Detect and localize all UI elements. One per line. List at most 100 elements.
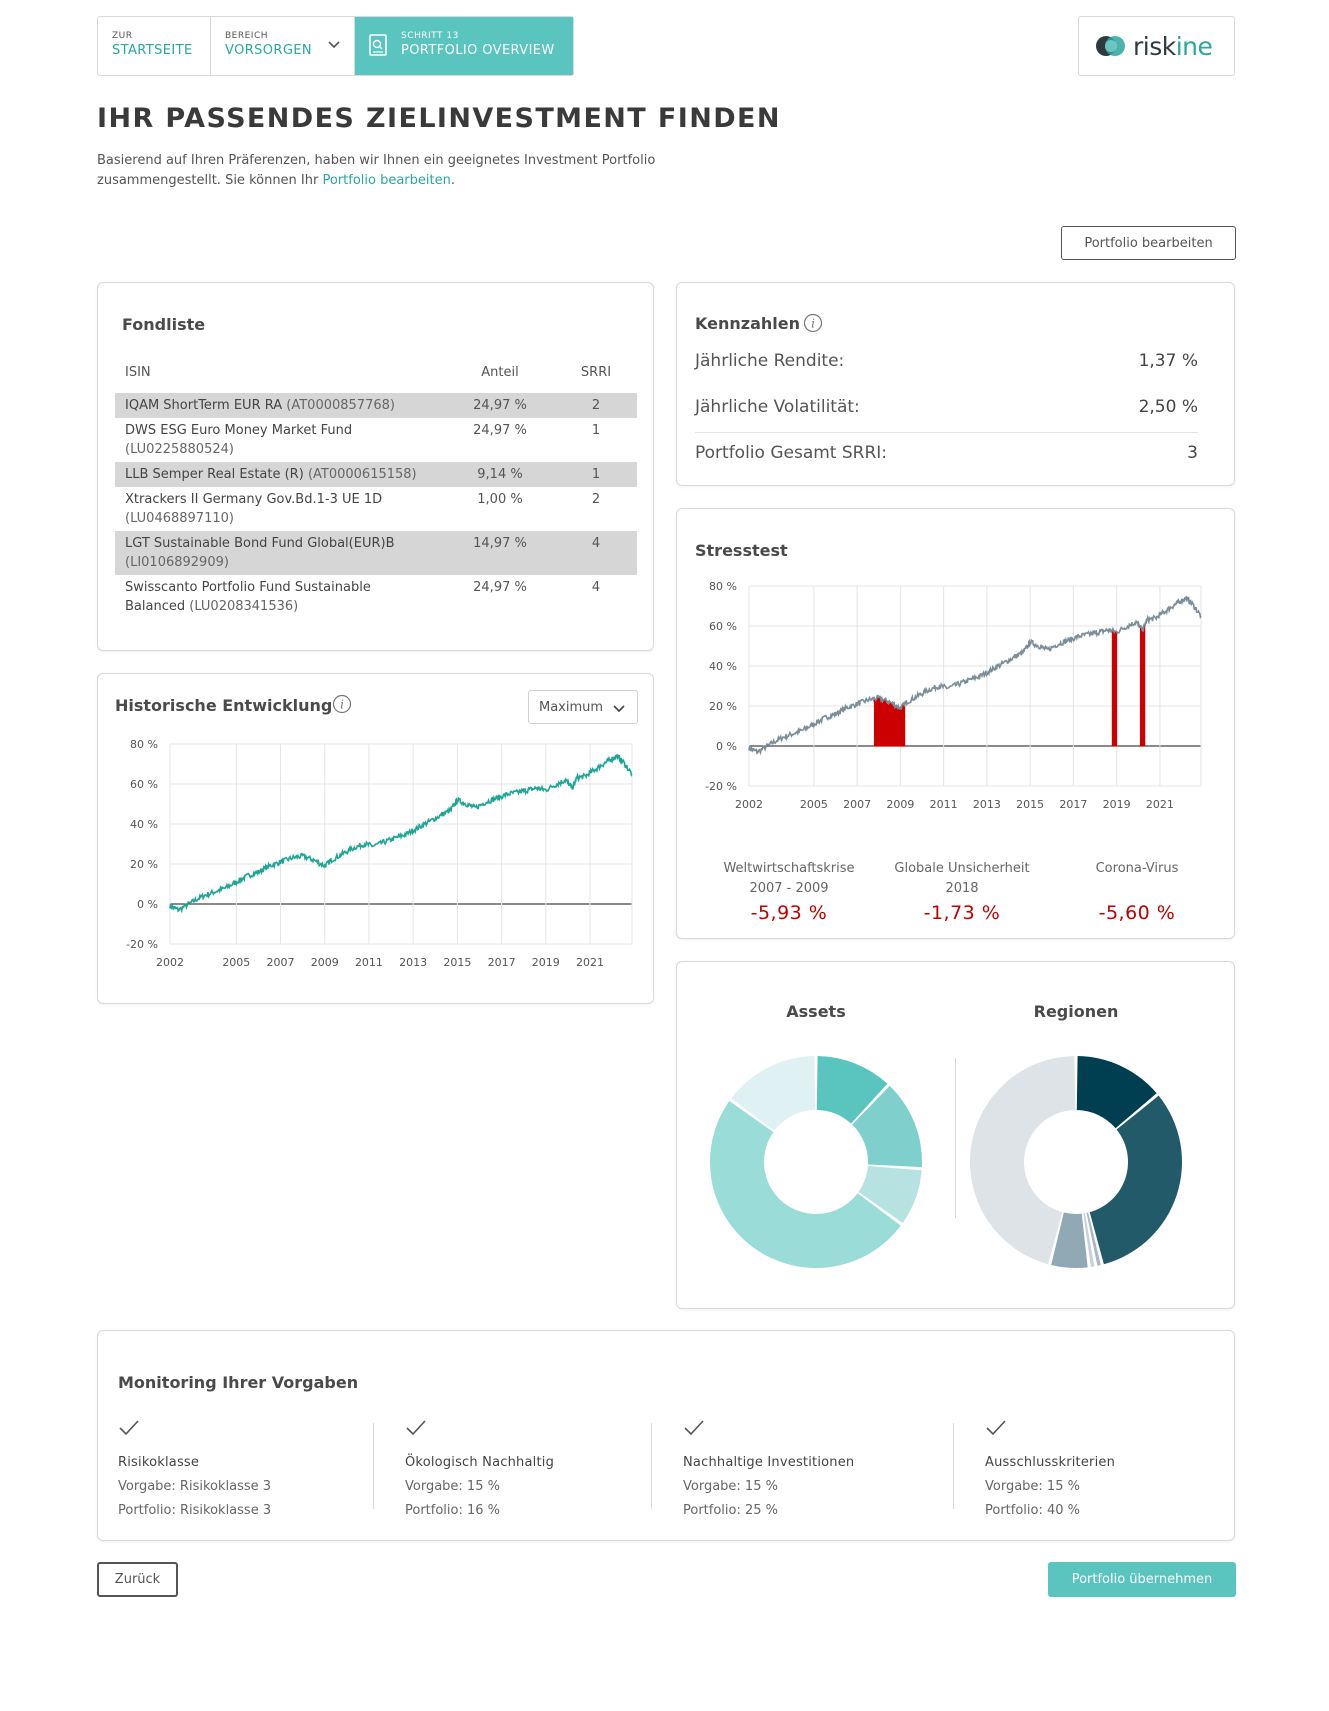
checkmark-icon: [986, 1420, 1006, 1436]
nav-home-small: ZUR: [112, 31, 133, 41]
history-card: Historische Entwicklung i Maximum 80 % 60…: [97, 673, 654, 1004]
fund-share: 9,14 %: [445, 462, 555, 487]
x-tick-label: 2019: [532, 956, 560, 969]
key-figure-volatility: Jährliche Volatilität: 2,50 %: [695, 397, 1198, 417]
nav-step-small: SCHRITT 13: [401, 31, 459, 41]
nav-step-label: PORTFOLIO OVERVIEW: [401, 43, 555, 58]
fund-row: LGT Sustainable Bond Fund Global(EUR)B (L…: [115, 531, 637, 575]
x-tick-label: 2009: [311, 956, 339, 969]
scenario-period: 2007 - 2009: [749, 881, 829, 896]
nav-step[interactable]: SCHRITT 13 PORTFOLIO OVERVIEW: [355, 17, 573, 75]
x-tick-label: 2015: [1016, 798, 1044, 811]
scenario-value: -5,60 %: [1098, 902, 1176, 924]
stress-period-area: [1139, 623, 1146, 747]
x-tick-label: 2011: [930, 798, 958, 811]
divider: [953, 1423, 954, 1509]
assets-title: Assets: [786, 1002, 846, 1021]
key-figure-srri: Portfolio Gesamt SRRI: 3: [695, 443, 1198, 463]
fund-row: LLB Semper Real Estate (R) (AT0000615158…: [115, 462, 637, 487]
logo-text-suffix: ine: [1175, 31, 1213, 61]
scenario-name: Corona-Virus: [1095, 861, 1179, 876]
nav-area-small: BEREICH: [225, 31, 269, 41]
scenario-label: Corona-Virus: [1052, 859, 1222, 879]
info-icon[interactable]: i: [332, 694, 352, 714]
x-tick-label: 2021: [576, 956, 604, 969]
accept-portfolio-button[interactable]: Portfolio übernehmen: [1048, 1562, 1236, 1597]
key-figure-label: Portfolio Gesamt SRRI:: [695, 443, 888, 463]
allocation-card: Assets Regionen: [676, 961, 1235, 1309]
y-tick-label: 40 %: [709, 660, 737, 673]
monitoring-title: Monitoring Ihrer Vorgaben: [118, 1373, 359, 1392]
x-tick-label: 2007: [267, 956, 295, 969]
back-button[interactable]: Zurück: [97, 1562, 178, 1597]
fund-name: DWS ESG Euro Money Market Fund: [125, 423, 353, 438]
x-tick-label: 2019: [1103, 798, 1131, 811]
donut-slice: [852, 1085, 922, 1168]
riskine-logo[interactable]: riskine: [1078, 16, 1235, 76]
regions-donut-chart: [970, 1056, 1182, 1268]
donut-slice: [1051, 1212, 1088, 1268]
fund-list-title: Fondliste: [122, 315, 206, 334]
scenario-label: Weltwirtschaftskrise 2007 - 2009: [704, 859, 874, 899]
nav-area[interactable]: BEREICH VORSORGEN: [211, 17, 355, 75]
intro-text: Basierend auf Ihren Präferenzen, haben w…: [97, 151, 677, 191]
info-icon[interactable]: i: [803, 313, 823, 333]
page-title: IHR PASSENDES ZIELINVESTMENT FINDEN: [97, 103, 781, 134]
y-tick-label: 20 %: [709, 700, 737, 713]
history-chart: 80 % 60 % 40 % 20 % 0 % -20 % 2002 2005 2007 2009…: [126, 738, 633, 969]
nav-home[interactable]: ZUR STARTSEITE: [98, 17, 211, 75]
fund-name-cell: LGT Sustainable Bond Fund Global(EUR)B (L…: [115, 531, 445, 575]
monitoring-actual: Portfolio: 16 %: [405, 1503, 501, 1518]
monitoring-item: Ausschlusskriterien Vorgabe: 15 % Portfo…: [985, 1419, 1245, 1518]
fund-srri: 1: [591, 423, 601, 438]
fund-isin: (LU0225880524): [125, 442, 234, 457]
period-dropdown[interactable]: Maximum: [528, 690, 638, 724]
history-title: Historische Entwicklung: [115, 696, 333, 715]
stress-test-chart: 80 % 60 % 40 % 20 % 0 % -20 % 2002 2005 2007 2009…: [705, 580, 1202, 811]
donut-slice: [858, 1166, 922, 1224]
svg-text:i: i: [340, 698, 344, 712]
monitoring-item: Risikoklasse Vorgabe: Risikoklasse 3 Por…: [118, 1419, 378, 1518]
fund-name-cell: LLB Semper Real Estate (R) (AT0000615158…: [115, 462, 445, 487]
x-tick-label: 2011: [355, 956, 383, 969]
fund-name-cell: Swisscanto Portfolio Fund Sustainable Ba…: [115, 575, 445, 619]
x-tick-label: 2005: [222, 956, 250, 969]
series-line: [748, 595, 1202, 756]
monitoring-item: Nachhaltige Investitionen Vorgabe: 15 % …: [683, 1419, 943, 1518]
donut-slice: [970, 1056, 1076, 1265]
fund-row: Swisscanto Portfolio Fund Sustainable Ba…: [115, 575, 637, 619]
donut-slice: [1076, 1056, 1157, 1129]
checkmark-icon: [684, 1420, 704, 1436]
regions-title: Regionen: [1033, 1002, 1119, 1021]
scenario-name: Weltwirtschaftskrise: [723, 861, 855, 876]
document-search-icon: [369, 34, 387, 56]
divider: [695, 432, 1198, 433]
period-dropdown-value: Maximum: [539, 699, 604, 715]
assets-donut-chart: [709, 1056, 922, 1269]
logo-text-prefix: risk: [1133, 31, 1176, 61]
y-tick-label: 0 %: [137, 898, 158, 911]
x-tick-label: 2007: [843, 798, 871, 811]
fund-table: ISIN Anteil SRRI IQAM ShortTerm EUR RA (…: [115, 363, 637, 619]
edit-portfolio-button[interactable]: Portfolio bearbeiten: [1061, 226, 1236, 260]
series-line: [169, 753, 633, 914]
fund-row: Xtrackers II Germany Gov.Bd.1-3 UE 1D (LU…: [115, 487, 637, 531]
y-tick-label: 40 %: [130, 818, 158, 831]
monitoring-actual: Portfolio: Risikoklasse 3: [118, 1503, 272, 1518]
monitoring-actual: Portfolio: 40 %: [985, 1503, 1081, 1518]
monitoring-target: Vorgabe: 15 %: [405, 1479, 500, 1494]
x-tick-label: 2021: [1146, 798, 1174, 811]
fund-table-header: ISIN Anteil SRRI: [115, 363, 637, 393]
key-figure-value: 1,37 %: [1138, 351, 1198, 371]
monitoring-target: Vorgabe: Risikoklasse 3: [118, 1479, 272, 1494]
monitoring-item-title: Risikoklasse: [118, 1455, 200, 1470]
x-tick-label: 2013: [399, 956, 427, 969]
y-tick-label: 80 %: [130, 738, 158, 751]
monitoring-item: Ökologisch Nachhaltig Vorgabe: 15 % Port…: [405, 1419, 665, 1518]
scenario-value: -1,73 %: [923, 902, 1001, 924]
intro-edit-link[interactable]: Portfolio bearbeiten: [322, 173, 451, 188]
fund-name: IQAM ShortTerm EUR RA: [125, 398, 283, 413]
y-tick-label: 60 %: [130, 778, 158, 791]
y-tick-label: 80 %: [709, 580, 737, 593]
x-tick-label: 2002: [735, 798, 763, 811]
